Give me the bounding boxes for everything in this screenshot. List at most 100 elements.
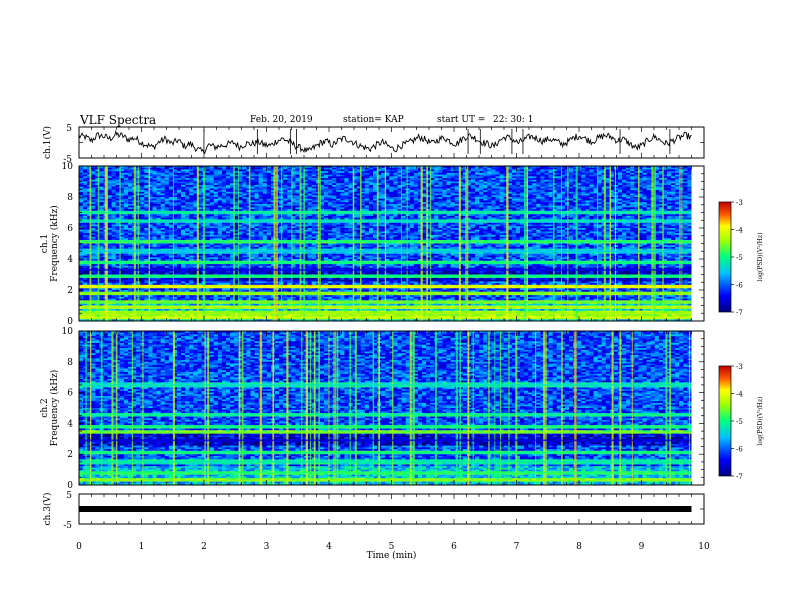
spectrogram-cell	[144, 172, 149, 176]
spectrogram-cell	[491, 176, 496, 179]
spectrogram-cell	[291, 186, 296, 189]
spectrogram-cell	[205, 178, 211, 181]
spectrogram-cell	[185, 188, 190, 191]
spectrogram-cell	[405, 178, 411, 181]
spectrogram-cell	[311, 181, 317, 184]
spectrogram-cell	[638, 188, 643, 191]
spectrogram-cell	[393, 183, 398, 186]
spectrogram-cell	[364, 167, 370, 170]
spectrogram-cell	[213, 188, 219, 191]
spectrogram-cell	[430, 166, 435, 169]
spectrogram-cell	[646, 183, 652, 186]
spectrogram-cell	[397, 172, 402, 176]
spectrogram-cell	[262, 178, 268, 181]
spectrogram-cell	[430, 174, 435, 177]
spectrogram-cell	[491, 166, 496, 169]
spectrogram-cell	[360, 178, 366, 181]
spectrogram-cell	[540, 184, 545, 188]
spectrogram-cell	[626, 174, 631, 177]
spectrogram-cell	[507, 176, 513, 179]
spectrogram-cell	[556, 169, 562, 172]
spectrogram-cell	[254, 184, 260, 188]
spectrogram-cell	[638, 171, 643, 174]
spectrogram-cell	[234, 178, 239, 181]
spectrogram-cell	[434, 174, 439, 177]
spectrogram-cell	[475, 188, 480, 191]
spectrogram-cell	[319, 171, 325, 174]
spectrogram-cell	[99, 178, 104, 181]
spectrogram-cell	[205, 184, 211, 188]
spectrogram-cell	[189, 178, 194, 181]
spectrogram-cell	[83, 174, 88, 177]
spectrogram-cell	[111, 179, 117, 182]
spectrogram-cell	[654, 167, 660, 170]
spectrogram-cell	[99, 188, 104, 191]
spectrogram-cell	[172, 186, 178, 189]
spectrogram-cell	[671, 178, 676, 181]
spectrogram-cell	[618, 178, 623, 181]
spectrogram-cell	[83, 172, 88, 176]
spectrogram-cell	[128, 178, 133, 181]
spectrogram-cell	[344, 188, 349, 191]
spectrogram-cell	[258, 179, 264, 182]
spectrogram-cell	[438, 190, 443, 193]
spectrogram-cell	[270, 179, 276, 182]
station-label: station= KAP	[343, 115, 404, 125]
spectrogram-cell	[91, 188, 96, 191]
spectrogram-cell	[471, 179, 476, 182]
spectrogram-cell	[483, 174, 488, 177]
spectrogram-cell	[520, 166, 525, 169]
spectrogram-cell	[426, 179, 431, 182]
spectrogram-cell	[540, 186, 545, 189]
spectrogram-cell	[585, 188, 590, 191]
spectrogram-cell	[119, 172, 125, 176]
spectrogram-cell	[234, 184, 239, 188]
spectrogram-cell	[377, 190, 382, 193]
spectrogram-cell	[683, 166, 688, 169]
spectrogram-cell	[434, 183, 439, 186]
spectrogram-cell	[540, 172, 545, 176]
spectrogram-cell	[246, 174, 251, 177]
spectrogram-cell	[291, 181, 296, 184]
spectrogram-cell	[581, 179, 586, 182]
spectrogram-cell	[164, 169, 170, 172]
spectrogram-cell	[181, 181, 186, 184]
spectrogram-cell	[471, 178, 476, 181]
spectrogram-cell	[123, 183, 129, 186]
spectrogram-cell	[413, 181, 419, 184]
spectrogram-cell	[458, 181, 464, 184]
spectrogram-cell	[622, 178, 627, 181]
spectrogram-cell	[654, 176, 660, 179]
spectrogram-cell	[87, 178, 92, 181]
spectrogram-cell	[658, 167, 664, 170]
spectrogram-cell	[352, 169, 358, 172]
spectrogram-cell	[556, 167, 562, 170]
spectrogram-cell	[181, 171, 186, 174]
spectrogram-cell	[91, 178, 96, 181]
spectrogram-cell	[442, 179, 447, 182]
spectrogram-cell	[152, 167, 157, 170]
spectrogram-cell	[119, 167, 125, 170]
spectrogram-cell	[544, 169, 549, 172]
spectrogram-cell	[258, 176, 264, 179]
spectrogram-cell	[168, 172, 174, 176]
spectrogram-cell	[569, 167, 574, 170]
spectrogram-cell	[291, 190, 296, 193]
spectrogram-cell	[189, 188, 194, 191]
spectrogram-cell	[405, 169, 411, 172]
spectrogram-cell	[417, 167, 423, 170]
spectrogram-cell	[462, 171, 468, 174]
spectrogram-cell	[613, 171, 619, 174]
spectrogram-cell	[164, 181, 170, 184]
spectrogram-cell	[536, 169, 541, 172]
spectrogram-cell	[577, 176, 582, 179]
spectrogram-cell	[144, 176, 149, 179]
spectrogram-cell	[352, 172, 358, 176]
spectrogram-cell	[168, 167, 174, 170]
spectrogram-cell	[156, 167, 162, 170]
spectrogram-cell	[389, 174, 394, 177]
spectrogram-cell	[430, 178, 435, 181]
spectrogram-cell	[266, 181, 272, 184]
spectrogram-cell	[401, 186, 407, 189]
spectrogram-cell	[230, 166, 235, 169]
